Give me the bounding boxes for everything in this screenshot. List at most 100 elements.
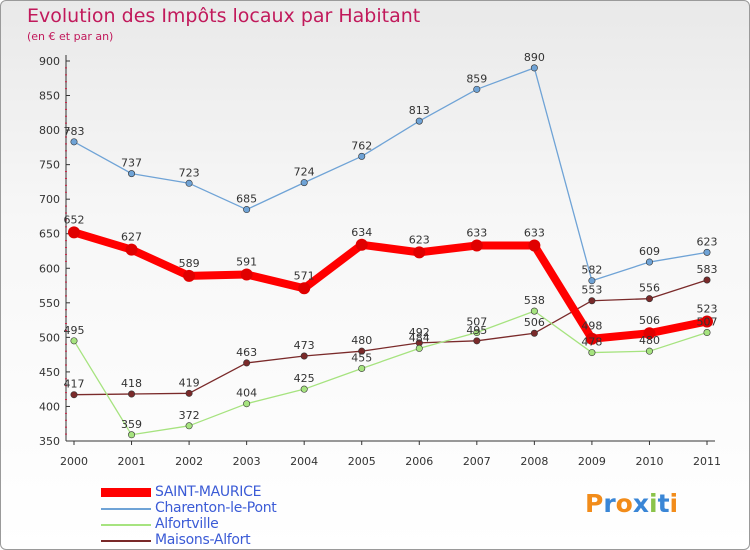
data-point-maisons-alfort [70,391,78,399]
data-point-alfortville [588,349,596,357]
data-label-saint-maurice: 652 [64,213,85,226]
logo-letter: t [657,489,670,518]
data-label-maisons-alfort: 556 [639,282,660,295]
data-point-saint-maurice [298,282,311,295]
y-tick-label: 900 [39,55,60,68]
data-point-alfortville [300,385,308,393]
data-label-alfortville: 404 [236,387,257,400]
x-tick-label: 2011 [693,455,721,468]
x-tick-label: 2010 [635,455,663,468]
data-point-maisons-alfort [703,276,711,284]
data-point-charenton-le-pont [300,179,308,187]
data-label-saint-maurice: 634 [351,226,372,239]
data-point-charenton-le-pont [588,277,596,285]
data-point-saint-maurice [183,269,196,282]
y-tick-label: 700 [39,193,60,206]
data-label-charenton-le-pont: 762 [351,139,372,152]
data-label-charenton-le-pont: 724 [294,166,315,179]
data-label-saint-maurice: 589 [179,257,200,270]
data-label-alfortville: 507 [697,316,718,329]
data-label-charenton-le-pont: 890 [524,51,545,64]
data-point-maisons-alfort [300,352,308,360]
legend-label-alfortville: Alfortville [155,516,219,532]
logo-letter: x [632,489,649,518]
data-point-maisons-alfort [358,347,366,355]
data-label-alfortville: 455 [351,351,372,364]
x-tick-label: 2006 [405,455,433,468]
data-point-alfortville [185,422,193,430]
data-label-maisons-alfort: 506 [524,316,545,329]
x-tick-label: 2008 [520,455,548,468]
data-label-maisons-alfort: 495 [466,324,487,337]
data-label-saint-maurice: 571 [294,269,315,282]
x-tick-label: 2001 [118,455,146,468]
data-label-maisons-alfort: 418 [121,377,142,390]
data-point-saint-maurice [585,332,598,345]
data-label-saint-maurice: 523 [697,302,718,315]
data-label-saint-maurice: 623 [409,233,430,246]
data-point-alfortville [645,347,653,355]
data-label-saint-maurice: 498 [581,320,602,333]
data-label-maisons-alfort: 419 [179,376,200,389]
legend-label-saint-maurice: SAINT-MAURICE [155,484,262,500]
data-label-saint-maurice: 633 [524,226,545,239]
x-tick-label: 2004 [290,455,318,468]
data-label-saint-maurice: 506 [639,314,660,327]
logo-letter: i [669,489,679,518]
data-point-saint-maurice [125,243,138,256]
data-point-charenton-le-pont [358,152,366,160]
x-tick-label: 2000 [60,455,88,468]
legend-swatch-alfortville [101,524,151,526]
data-label-charenton-le-pont: 582 [581,264,602,277]
data-point-saint-maurice [68,226,80,239]
data-point-alfortville [358,364,366,372]
series-line-saint-maurice [70,228,711,343]
data-label-maisons-alfort: 480 [351,334,372,347]
data-label-charenton-le-pont: 623 [697,235,718,248]
data-point-saint-maurice [528,239,541,252]
logo-letter: P [585,489,604,518]
data-label-alfortville: 480 [639,334,660,347]
data-label-charenton-le-pont: 859 [466,72,487,85]
data-point-alfortville [703,329,711,337]
data-point-maisons-alfort [530,329,538,337]
series-line-alfortville [73,310,708,436]
data-point-charenton-le-pont [185,179,193,187]
data-label-alfortville: 425 [294,372,315,385]
data-labels-layer: 417 418 419 463 473 480 492 495 506 553 556 583 495 3… [64,51,718,431]
x-tick-label: 2005 [348,455,376,468]
data-point-maisons-alfort [243,359,251,367]
y-tick-label: 400 [39,400,60,413]
data-point-maisons-alfort [588,297,596,305]
y-tick-label: 500 [39,331,60,344]
data-point-alfortville [415,344,423,352]
data-point-alfortville [243,400,251,408]
data-label-alfortville: 507 [466,316,487,329]
data-label-alfortville: 372 [179,409,200,422]
x-tick-label: 2003 [233,455,261,468]
axes: 350 400 450 500 550 600 650 700 750 800 850 900 2000… [39,55,721,468]
data-label-maisons-alfort: 553 [581,284,602,297]
data-point-alfortville [128,431,136,439]
data-point-saint-maurice [701,315,713,328]
series-layer [68,64,713,439]
data-label-alfortville: 538 [524,294,545,307]
data-point-saint-maurice [240,268,253,281]
chart-title: Evolution des Impôts locaux par Habitant [27,5,421,27]
data-label-charenton-le-pont: 685 [236,193,257,206]
data-point-charenton-le-pont [530,64,538,72]
data-label-saint-maurice: 627 [121,231,142,244]
y-tick-label: 600 [39,262,60,275]
proxiti-logo: Proxiti [585,489,678,518]
data-point-charenton-le-pont [473,85,481,93]
legend-swatch-saint-maurice [101,488,151,497]
data-point-alfortville [70,337,78,345]
data-point-charenton-le-pont [415,117,423,125]
y-tick-label: 800 [39,124,60,137]
data-point-maisons-alfort [128,390,136,398]
data-label-alfortville: 484 [409,331,430,344]
data-point-maisons-alfort [645,295,653,303]
chart-subtitle: (en € et par an) [27,30,114,43]
data-point-maisons-alfort [473,337,481,345]
legend-label-charenton: Charenton-le-Pont [155,500,277,516]
